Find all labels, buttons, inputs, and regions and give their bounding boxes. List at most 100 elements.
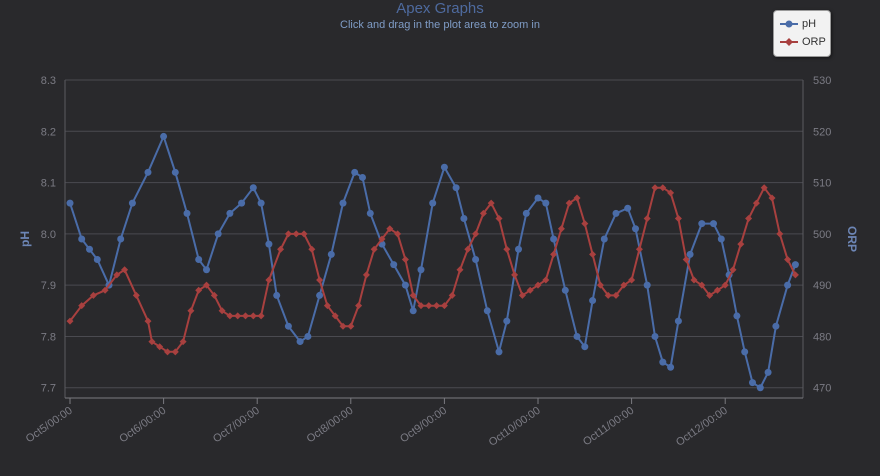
ph-data-point	[316, 291, 324, 299]
y-right-tick-label: 500	[813, 229, 831, 241]
orp-data-point	[472, 230, 480, 238]
ph-data-point	[542, 199, 550, 207]
orp-data-point	[164, 348, 171, 356]
ph-data-point	[273, 291, 281, 299]
y-left-axis-title: pH	[18, 231, 32, 247]
ph-data-point	[686, 250, 694, 258]
y-left-tick-label: 8.3	[41, 75, 56, 87]
orp-data-point	[242, 312, 249, 320]
ph-data-point	[784, 281, 792, 289]
orp-data-point	[495, 214, 503, 222]
ph-data-point	[573, 332, 581, 340]
orp-data-point	[698, 281, 706, 289]
ph-data-point	[717, 235, 725, 243]
orp-data-point	[144, 317, 152, 325]
ph-data-point	[160, 132, 168, 140]
y-left-tick-label: 8.1	[41, 178, 56, 190]
orp-data-point	[203, 281, 210, 289]
ph-data-point	[86, 245, 93, 253]
legend-item-ph[interactable]: pH	[780, 16, 816, 32]
ph-data-point	[401, 281, 409, 289]
orp-data-point	[101, 286, 109, 294]
x-tick-label: Oct11/00:00	[581, 405, 636, 449]
ph-data-point	[265, 240, 273, 248]
ph-data-point	[550, 235, 558, 243]
ph-data-point	[144, 168, 152, 176]
orp-data-point	[218, 307, 226, 315]
legend-item-orp[interactable]: ORP	[780, 34, 826, 50]
y-left-tick-label: 7.9	[41, 280, 56, 292]
x-tick-label: Oct9/00:00	[398, 405, 449, 446]
ph-data-point	[733, 312, 741, 320]
orp-data-point	[557, 225, 565, 233]
ph-data-point	[296, 338, 304, 346]
orp-data-point	[195, 286, 203, 294]
x-tick-label: Oct6/00:00	[117, 405, 168, 446]
y-right-tick-label: 520	[813, 126, 831, 138]
orp-data-point	[355, 302, 363, 310]
ph-data-point	[495, 348, 503, 356]
orp-data-point	[487, 199, 495, 207]
orp-data-point	[690, 276, 698, 284]
x-tick-label: Oct5/00:00	[24, 405, 75, 446]
orp-series-markers	[66, 184, 799, 356]
orp-data-point	[433, 302, 441, 310]
ph-data-point	[66, 199, 74, 207]
y-right-axis-title: ORP	[845, 226, 859, 252]
legend-label-orp: ORP	[802, 36, 826, 48]
chart-title: Apex Graphs	[396, 0, 484, 17]
ph-data-point	[772, 322, 780, 330]
ph-data-point	[452, 184, 460, 192]
orp-data-point	[249, 312, 257, 320]
orp-data-point	[784, 256, 792, 264]
orp-data-point	[401, 256, 409, 264]
y-right-tick-label: 470	[813, 383, 831, 395]
ph-data-point	[203, 266, 210, 274]
orp-data-point	[265, 276, 273, 284]
orp-data-point	[440, 302, 448, 310]
ph-data-point	[561, 286, 569, 294]
orp-data-point	[596, 281, 604, 289]
orp-data-point	[768, 194, 776, 202]
orp-data-point	[323, 302, 331, 310]
ph-data-point	[483, 307, 491, 315]
orp-data-point	[635, 245, 643, 253]
ph-data-point	[643, 281, 651, 289]
ph-data-point	[366, 209, 374, 217]
orp-data-point	[448, 291, 456, 299]
orp-legend-marker-icon	[780, 38, 798, 46]
orp-data-point	[308, 245, 316, 253]
orp-data-point	[706, 291, 714, 299]
orp-data-point	[760, 184, 768, 192]
orp-data-point	[156, 343, 164, 351]
ph-data-point	[503, 317, 511, 325]
y-left-tick-label: 7.7	[41, 383, 56, 395]
orp-data-point	[534, 281, 542, 289]
ph-data-point	[659, 358, 667, 366]
ph-data-point	[417, 266, 425, 274]
orp-data-point	[284, 230, 292, 238]
ph-data-point	[749, 379, 756, 387]
ph-data-point	[515, 245, 522, 253]
orp-data-point	[542, 276, 550, 284]
orp-data-point	[713, 286, 721, 294]
orp-data-point	[674, 214, 682, 222]
y-left-tick-label: 8.0	[41, 229, 56, 241]
orp-data-point	[378, 235, 386, 243]
orp-data-point	[565, 199, 573, 207]
ph-data-point	[756, 384, 764, 392]
y-right-tick-label: 530	[813, 75, 831, 87]
ph-data-point	[612, 209, 620, 217]
orp-data-point	[776, 230, 784, 238]
x-tick-label: Oct8/00:00	[305, 405, 356, 446]
chart-subtitle: Click and drag in the plot area to zoom …	[340, 19, 540, 31]
x-tick-label: Oct12/00:00	[674, 405, 730, 449]
y-right-tick-label: 480	[813, 331, 831, 343]
orp-data-point	[503, 245, 511, 253]
ph-data-point	[632, 225, 639, 233]
orp-data-point	[745, 214, 753, 222]
orp-data-point	[409, 291, 417, 299]
orp-data-point	[339, 322, 347, 330]
